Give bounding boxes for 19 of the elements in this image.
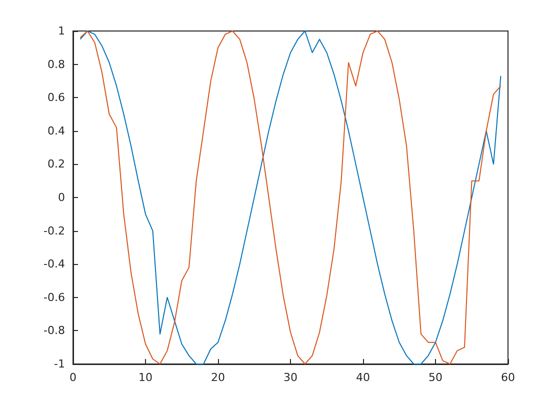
y-tick-label: 0 [58, 191, 65, 204]
y-tick-label: -0.4 [44, 258, 65, 271]
x-tick-label: 40 [356, 371, 370, 384]
y-tick-label: 1 [58, 24, 65, 38]
y-tick-label: -0.8 [44, 324, 65, 338]
y-tick-label: 0.6 [48, 91, 65, 104]
y-tick-label: 0.2 [48, 158, 65, 171]
y-tick-label: -1 [54, 358, 65, 370]
y-tick-label: -0.2 [44, 224, 65, 238]
x-tick-label: 30 [284, 371, 298, 384]
x-tick-label: 50 [428, 371, 442, 384]
y-tick-label: 0.8 [48, 58, 65, 71]
y-tick-label: -0.6 [44, 290, 65, 304]
x-tick-label: 0 [70, 371, 76, 384]
x-tick-label: 20 [211, 371, 225, 384]
x-tick-label: 60 [501, 371, 515, 384]
y-tick-label: 0.4 [48, 124, 65, 138]
line-series [80, 30, 502, 364]
x-tick-label: 10 [138, 371, 152, 384]
